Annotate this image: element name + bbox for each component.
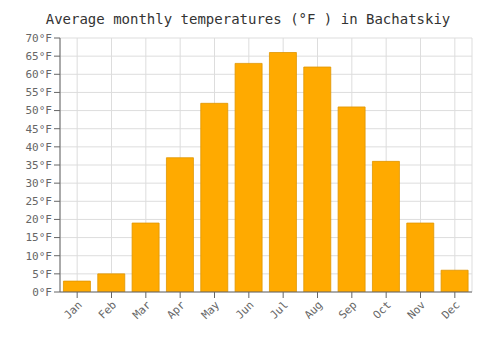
svg-text:30°F: 30°F bbox=[26, 177, 53, 190]
svg-text:Oct: Oct bbox=[371, 298, 394, 321]
svg-text:45°F: 45°F bbox=[26, 123, 53, 136]
svg-text:70°F: 70°F bbox=[26, 32, 53, 45]
svg-text:60°F: 60°F bbox=[26, 68, 53, 81]
html-text:Average monthly temperatures (: Average monthly temperatures (°F ) in Ba… bbox=[45, 11, 451, 27]
svg-text:40°F: 40°F bbox=[26, 141, 53, 154]
svg-text:Jul: Jul bbox=[268, 298, 291, 321]
svg-text:Mar: Mar bbox=[130, 298, 154, 322]
svg-text:0°F: 0°F bbox=[32, 286, 52, 299]
svg-text:Aug: Aug bbox=[302, 298, 325, 321]
svg-text:Jan: Jan bbox=[62, 298, 85, 321]
svg-text:Sep: Sep bbox=[336, 298, 359, 321]
svg-text:Nov: Nov bbox=[405, 298, 429, 322]
svg-text:Feb: Feb bbox=[96, 298, 119, 321]
svg-text:10°F: 10°F bbox=[26, 250, 53, 263]
svg-text:65°F: 65°F bbox=[26, 50, 53, 63]
svg-text:5°F: 5°F bbox=[32, 268, 52, 281]
svg-text:15°F: 15°F bbox=[26, 231, 53, 244]
svg-text:55°F: 55°F bbox=[26, 86, 53, 99]
svg-text:20°F: 20°F bbox=[26, 213, 53, 226]
svg-text:Jun: Jun bbox=[233, 298, 256, 321]
svg-text:Dec: Dec bbox=[439, 298, 462, 321]
svg-text:Apr: Apr bbox=[165, 298, 189, 322]
svg-text:35°F: 35°F bbox=[26, 159, 53, 172]
svg-text:May: May bbox=[199, 298, 223, 322]
svg-text:25°F: 25°F bbox=[26, 195, 53, 208]
svg-text:50°F: 50°F bbox=[26, 104, 53, 117]
